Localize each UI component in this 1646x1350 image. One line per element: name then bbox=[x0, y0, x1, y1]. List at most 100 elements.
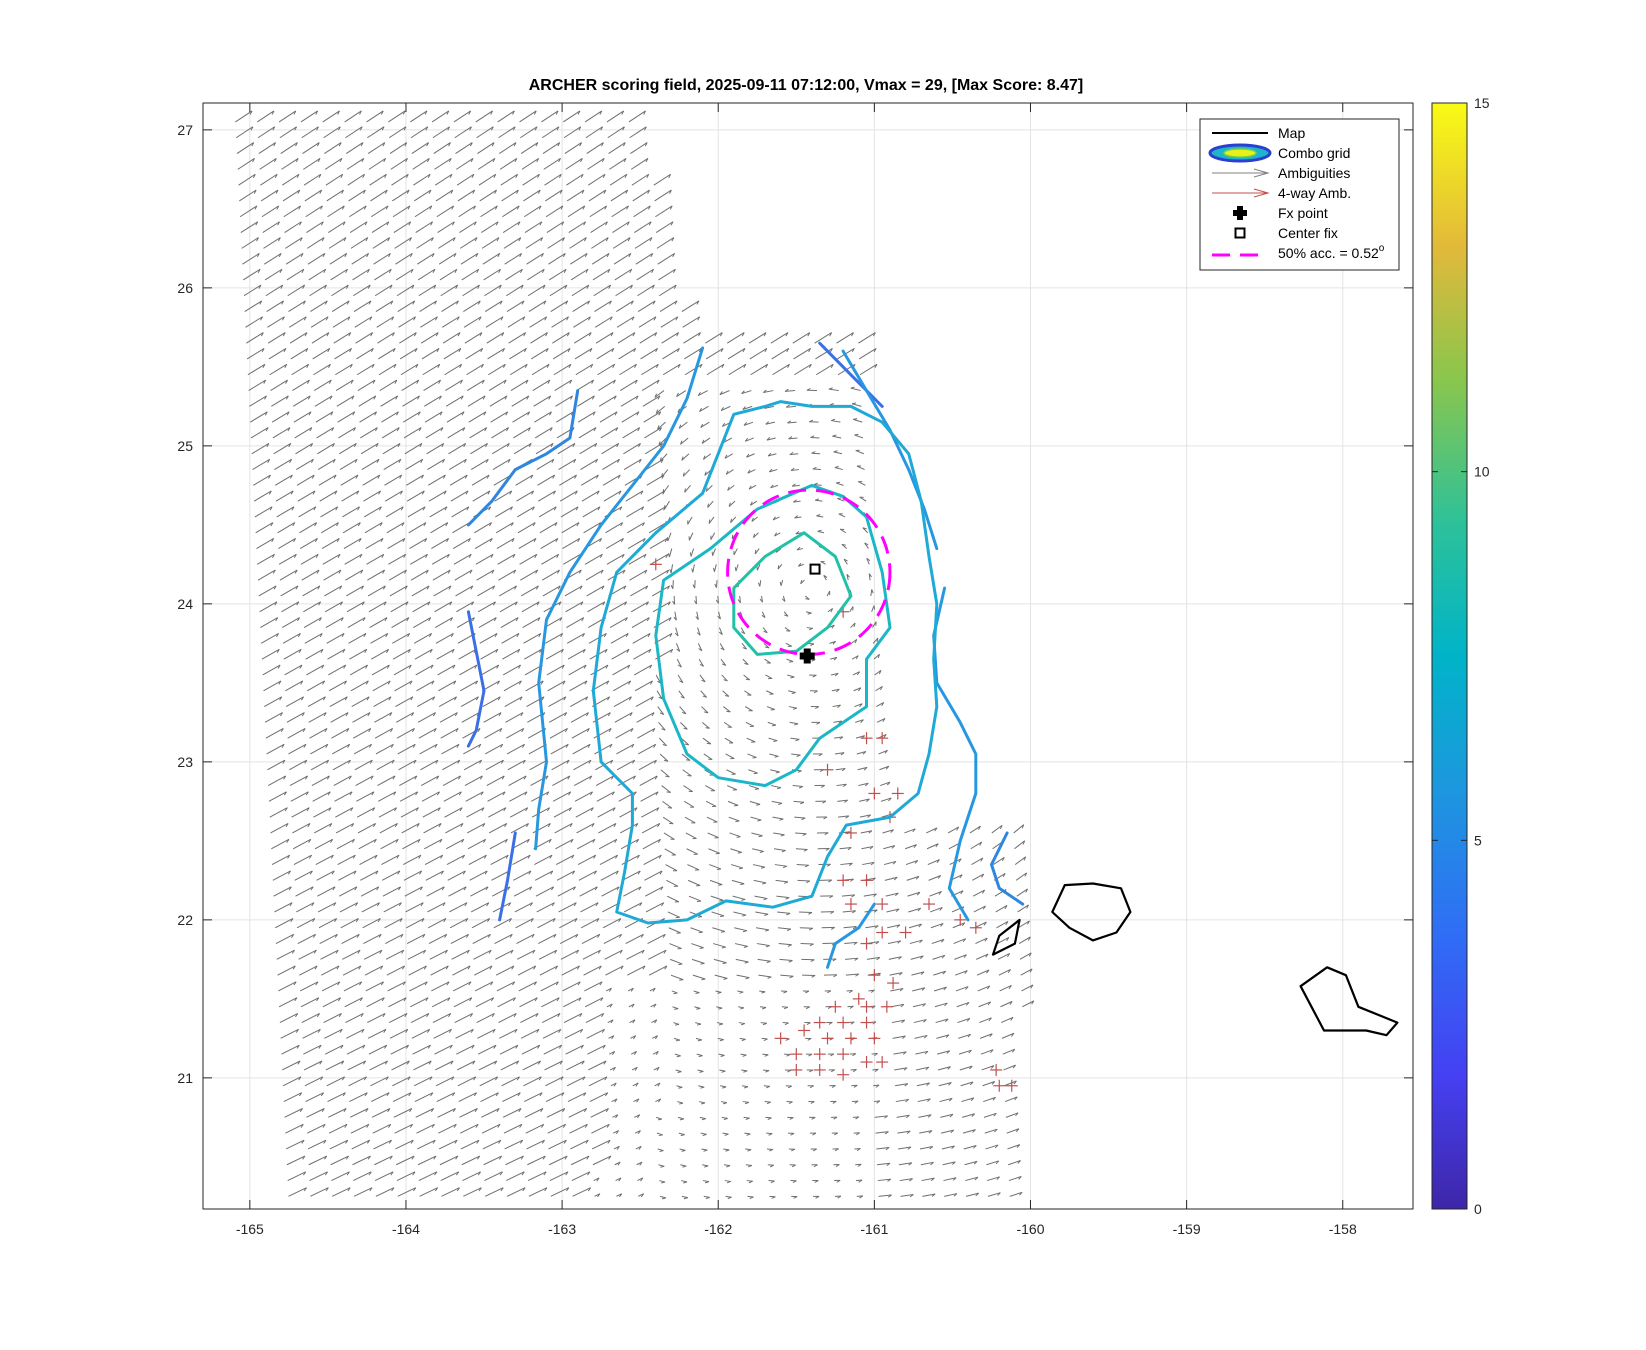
ambiguity-arrowhead bbox=[315, 110, 319, 115]
ambiguity-arrowhead bbox=[754, 788, 759, 790]
ambiguity-arrowhead bbox=[475, 696, 479, 701]
ambiguity-arrow bbox=[626, 949, 645, 960]
ambiguity-arrowhead bbox=[441, 886, 445, 891]
ambiguity-arrowhead bbox=[495, 221, 499, 226]
ambiguity-arrowhead bbox=[796, 754, 801, 758]
ambiguity-arrow bbox=[724, 737, 734, 744]
ambiguity-arrowhead bbox=[551, 902, 555, 907]
ambiguity-arrowhead bbox=[317, 585, 321, 590]
ambiguity-arrow bbox=[362, 918, 381, 929]
ambiguity-arrow bbox=[713, 943, 726, 948]
ambiguity-arrow bbox=[687, 516, 693, 525]
ambiguity-arrowhead bbox=[763, 1038, 768, 1042]
ambiguity-arrow bbox=[366, 553, 385, 565]
ambiguity-arrow bbox=[375, 1187, 395, 1197]
ambiguity-arrowhead bbox=[484, 427, 488, 432]
ambiguity-arrow bbox=[380, 395, 398, 407]
ambiguity-arrow bbox=[548, 253, 566, 265]
ambiguity-arrow bbox=[438, 237, 456, 249]
ambiguity-arrow bbox=[411, 585, 430, 597]
ambiguity-arrow bbox=[523, 1076, 542, 1087]
ambiguity-arrowhead bbox=[372, 379, 376, 384]
ambiguity-arrow bbox=[722, 706, 731, 713]
ambiguity-arrowhead bbox=[274, 601, 278, 606]
ambiguity-arrowhead bbox=[481, 364, 484, 368]
ambiguity-arrowhead bbox=[449, 601, 453, 606]
ambiguity-arrow bbox=[919, 1130, 933, 1134]
ambiguity-arrowhead bbox=[358, 538, 362, 543]
ambiguity-arrowhead bbox=[895, 892, 899, 897]
ambiguity-arrow bbox=[576, 379, 594, 391]
ambiguity-arrowhead bbox=[465, 918, 469, 923]
ambiguity-arrowhead bbox=[440, 870, 444, 875]
ambiguity-arrowhead bbox=[324, 300, 328, 305]
ambiguity-arrowhead bbox=[630, 987, 634, 992]
ambiguity-arrowhead bbox=[518, 664, 521, 669]
ambiguity-arrowhead bbox=[514, 585, 517, 590]
ambiguity-arrow bbox=[905, 860, 918, 866]
ambiguity-arrowhead bbox=[541, 1124, 545, 1128]
ambiguity-arrow bbox=[656, 690, 663, 700]
ambiguity-arrowhead bbox=[287, 870, 291, 875]
ambiguity-arrowhead bbox=[305, 775, 309, 780]
ambiguity-arrowhead bbox=[856, 671, 861, 676]
legend-label: 50% acc. = 0.52o bbox=[1278, 243, 1385, 261]
ambiguity-arrowhead bbox=[790, 1132, 795, 1136]
ambiguity-arrow bbox=[1008, 1160, 1021, 1166]
ambiguity-arrowhead bbox=[986, 985, 991, 990]
ambiguity-arrow bbox=[755, 911, 769, 915]
ambiguity-arrowhead bbox=[454, 712, 458, 717]
ambiguity-arrowhead bbox=[898, 972, 903, 976]
ambiguity-arrowhead bbox=[516, 1060, 520, 1065]
legend-label-text: 4-way Amb. bbox=[1278, 185, 1351, 201]
ambiguity-arrowhead bbox=[639, 902, 643, 907]
ambiguity-arrow bbox=[413, 189, 432, 202]
ambiguity-arrowhead bbox=[285, 379, 289, 384]
ambiguity-arrow bbox=[385, 506, 404, 518]
ambiguity-arrowhead bbox=[573, 459, 577, 463]
ambiguity-arrowhead bbox=[435, 332, 439, 337]
x-axis-ticks: -165 -164 -163 -162 -161 -160 -159 -158 bbox=[236, 103, 1357, 1237]
ambiguity-arrowhead bbox=[495, 649, 499, 653]
ambiguity-arrowhead bbox=[1022, 840, 1026, 845]
ambiguity-arrow bbox=[630, 142, 648, 154]
ambiguity-arrowhead bbox=[724, 1133, 729, 1136]
ambiguity-arrow bbox=[616, 300, 634, 312]
ambiguity-arrowhead bbox=[489, 965, 493, 970]
ambiguity-arrow bbox=[850, 622, 856, 628]
ambiguity-arrow bbox=[438, 680, 457, 692]
ambiguity-arrow bbox=[548, 1139, 567, 1150]
ambiguity-arrowhead bbox=[293, 538, 297, 543]
ambiguity-arrow bbox=[285, 253, 304, 265]
ambiguity-arrowhead bbox=[651, 269, 654, 273]
ambiguity-arrow bbox=[743, 674, 751, 681]
ambiguity-arrowhead bbox=[680, 696, 685, 699]
ambiguity-arrow bbox=[610, 633, 629, 644]
coastline-map bbox=[991, 882, 1399, 1037]
ambiguity-arrowhead bbox=[966, 1018, 971, 1022]
ambiguity-arrow bbox=[304, 1076, 323, 1087]
ambiguity-arrowhead bbox=[353, 443, 357, 448]
ambiguity-arrowhead bbox=[699, 663, 704, 667]
ambiguity-arrowhead bbox=[330, 411, 334, 416]
ambiguity-arrow bbox=[510, 823, 529, 834]
ambiguity-arrow bbox=[566, 617, 584, 628]
ambiguity-arrowhead bbox=[300, 1124, 304, 1128]
ambiguity-arrow bbox=[236, 142, 254, 154]
ambiguity-arrow bbox=[565, 601, 584, 613]
ambiguity-arrow bbox=[770, 332, 789, 344]
ambiguity-arrow bbox=[564, 1028, 583, 1039]
ambiguity-arrowhead bbox=[354, 886, 358, 891]
ambiguity-arrow bbox=[296, 918, 316, 929]
ambiguity-arrowhead bbox=[286, 411, 290, 416]
ambiguity-arrow bbox=[837, 815, 849, 818]
ambiguity-arrow bbox=[652, 601, 671, 613]
ambiguity-arrowhead bbox=[512, 981, 516, 986]
ambiguity-arrowhead bbox=[344, 253, 348, 258]
ambiguity-arrow bbox=[383, 902, 402, 913]
ambiguity-arrow bbox=[606, 553, 625, 565]
ambiguity-arrowhead bbox=[301, 1139, 305, 1144]
ambiguity-arrowhead bbox=[393, 791, 397, 796]
ambiguity-arrow bbox=[835, 767, 846, 771]
ambiguity-arrow bbox=[405, 902, 424, 913]
